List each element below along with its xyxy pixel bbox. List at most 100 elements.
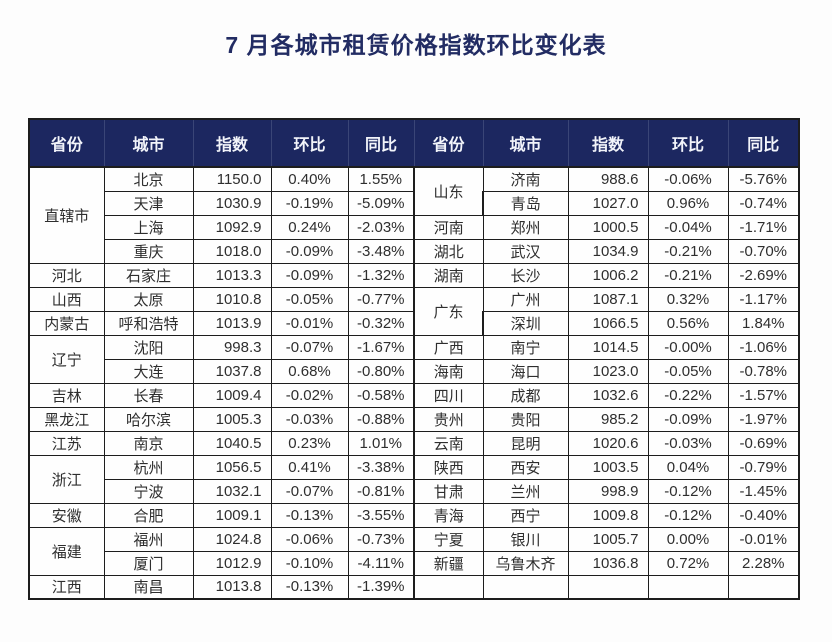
mom-cell: -0.00% <box>647 334 729 360</box>
city-cell: 西宁 <box>482 502 569 528</box>
city-cell: 郑州 <box>482 214 569 240</box>
city-cell: 南宁 <box>482 334 569 360</box>
yoy-cell: -0.81% <box>347 478 415 504</box>
mom-cell: -0.12% <box>647 478 729 504</box>
table-row: 天津 1030.9 -0.19% -5.09% 青岛 1027.0 0.96% -0.74% <box>29 190 800 216</box>
index-cell: 1014.5 <box>567 334 649 360</box>
rent-index-table: 省份 城市 指数 环比 同比 省份 城市 指数 环比 同比 直辖市 北京 1150.0 0.40% 1.5… <box>28 118 800 600</box>
index-cell: 1024.8 <box>192 526 272 552</box>
index-cell: 1018.0 <box>192 238 272 264</box>
mom-cell: 0.72% <box>647 550 729 576</box>
city-cell: 太原 <box>103 286 194 312</box>
yoy-cell: -0.58% <box>347 382 415 408</box>
yoy-cell: -0.70% <box>727 238 800 264</box>
index-cell: 1013.9 <box>192 310 272 336</box>
yoy-cell: -5.76% <box>727 166 800 192</box>
mom-cell: 0.56% <box>647 310 729 336</box>
mom-cell: 0.68% <box>270 358 349 384</box>
city-cell: 青岛 <box>482 190 569 216</box>
column-header: 指数 <box>192 118 272 168</box>
city-cell: 南京 <box>103 430 194 456</box>
city-cell: 长沙 <box>482 262 569 288</box>
yoy-cell: -0.01% <box>727 526 800 552</box>
column-header: 同比 <box>727 118 800 168</box>
city-cell <box>482 574 569 600</box>
yoy-cell: -0.78% <box>727 358 800 384</box>
city-cell: 沈阳 <box>103 334 194 360</box>
column-header: 同比 <box>347 118 415 168</box>
mom-cell: 0.32% <box>647 286 729 312</box>
yoy-cell: -1.39% <box>347 574 415 600</box>
city-cell: 长春 <box>103 382 194 408</box>
city-cell: 哈尔滨 <box>103 406 194 432</box>
header-row: 省份 城市 指数 环比 同比 省份 城市 指数 环比 同比 <box>28 118 800 168</box>
mom-cell: 0.04% <box>647 454 729 480</box>
city-cell: 福州 <box>103 526 194 552</box>
province-cell: 辽宁 <box>28 334 105 384</box>
index-cell: 1005.7 <box>567 526 649 552</box>
table-row: 河北 石家庄 1013.3 -0.09% -1.32% 湖南 长沙 1006.2 -0.21% -… <box>28 262 800 288</box>
city-cell: 西安 <box>482 454 569 480</box>
yoy-cell: -0.80% <box>347 358 415 384</box>
index-cell: 1012.9 <box>192 550 272 576</box>
index-cell: 1006.2 <box>567 262 649 288</box>
mom-cell: -0.03% <box>647 430 729 456</box>
mom-cell: 0.23% <box>270 430 349 456</box>
index-cell: 1036.8 <box>567 550 649 576</box>
mom-cell: -0.07% <box>270 334 349 360</box>
province-cell: 贵州 <box>413 406 484 432</box>
mom-cell: -0.05% <box>647 358 729 384</box>
index-cell: 1037.8 <box>192 358 272 384</box>
province-cell: 内蒙古 <box>28 310 105 336</box>
city-cell: 银川 <box>482 526 569 552</box>
index-cell: 1150.0 <box>192 166 272 192</box>
yoy-cell: 1.01% <box>347 430 415 456</box>
mom-cell: -0.10% <box>270 550 349 576</box>
index-cell: 1066.5 <box>567 310 649 336</box>
yoy-cell: -0.32% <box>347 310 415 336</box>
city-cell: 贵阳 <box>482 406 569 432</box>
city-cell: 天津 <box>103 190 194 216</box>
table-row: 安徽 合肥 1009.1 -0.13% -3.55% 青海 西宁 1009.8 -0.12% -0… <box>28 502 800 528</box>
yoy-cell: -0.40% <box>727 502 800 528</box>
city-cell: 深圳 <box>482 310 569 336</box>
yoy-cell: -0.74% <box>727 190 800 216</box>
city-cell: 昆明 <box>482 430 569 456</box>
province-cell: 黑龙江 <box>28 406 105 432</box>
province-cell: 江西 <box>28 574 105 600</box>
yoy-cell: -5.09% <box>347 190 415 216</box>
yoy-cell: -0.73% <box>347 526 415 552</box>
city-cell: 厦门 <box>103 550 194 576</box>
mom-cell: -0.05% <box>270 286 349 312</box>
city-cell: 大连 <box>103 358 194 384</box>
index-cell: 1030.9 <box>192 190 272 216</box>
mom-cell: 0.00% <box>647 526 729 552</box>
table-row: 吉林 长春 1009.4 -0.02% -0.58% 四川 成都 1032.6 -0.22% -1… <box>28 382 800 408</box>
province-cell: 吉林 <box>28 382 105 408</box>
index-cell: 1040.5 <box>192 430 272 456</box>
city-cell: 南昌 <box>103 574 194 600</box>
index-cell: 1013.8 <box>192 574 272 600</box>
yoy-cell: -1.97% <box>727 406 800 432</box>
province-cell: 浙江 <box>28 454 105 504</box>
city-cell: 合肥 <box>103 502 194 528</box>
table-header: 省份 城市 指数 环比 同比 省份 城市 指数 环比 同比 <box>28 118 800 168</box>
column-header: 环比 <box>647 118 729 168</box>
yoy-cell: -2.03% <box>347 214 415 240</box>
yoy-cell: -3.55% <box>347 502 415 528</box>
province-cell: 广西 <box>413 334 484 360</box>
column-header: 省份 <box>28 118 105 168</box>
province-cell: 福建 <box>28 526 105 576</box>
mom-cell: -0.19% <box>270 190 349 216</box>
city-cell: 乌鲁木齐 <box>482 550 569 576</box>
mom-cell: -0.21% <box>647 238 729 264</box>
city-cell: 呼和浩特 <box>103 310 194 336</box>
yoy-cell: -3.48% <box>347 238 415 264</box>
province-cell: 湖南 <box>413 262 484 288</box>
province-cell: 四川 <box>413 382 484 408</box>
city-cell: 北京 <box>103 166 194 192</box>
table-row: 辽宁 沈阳 998.3 -0.07% -1.67% 广西 南宁 1014.5 -0.00% -1.… <box>28 334 800 384</box>
mom-cell: -0.01% <box>270 310 349 336</box>
yoy-cell: -0.69% <box>727 430 800 456</box>
